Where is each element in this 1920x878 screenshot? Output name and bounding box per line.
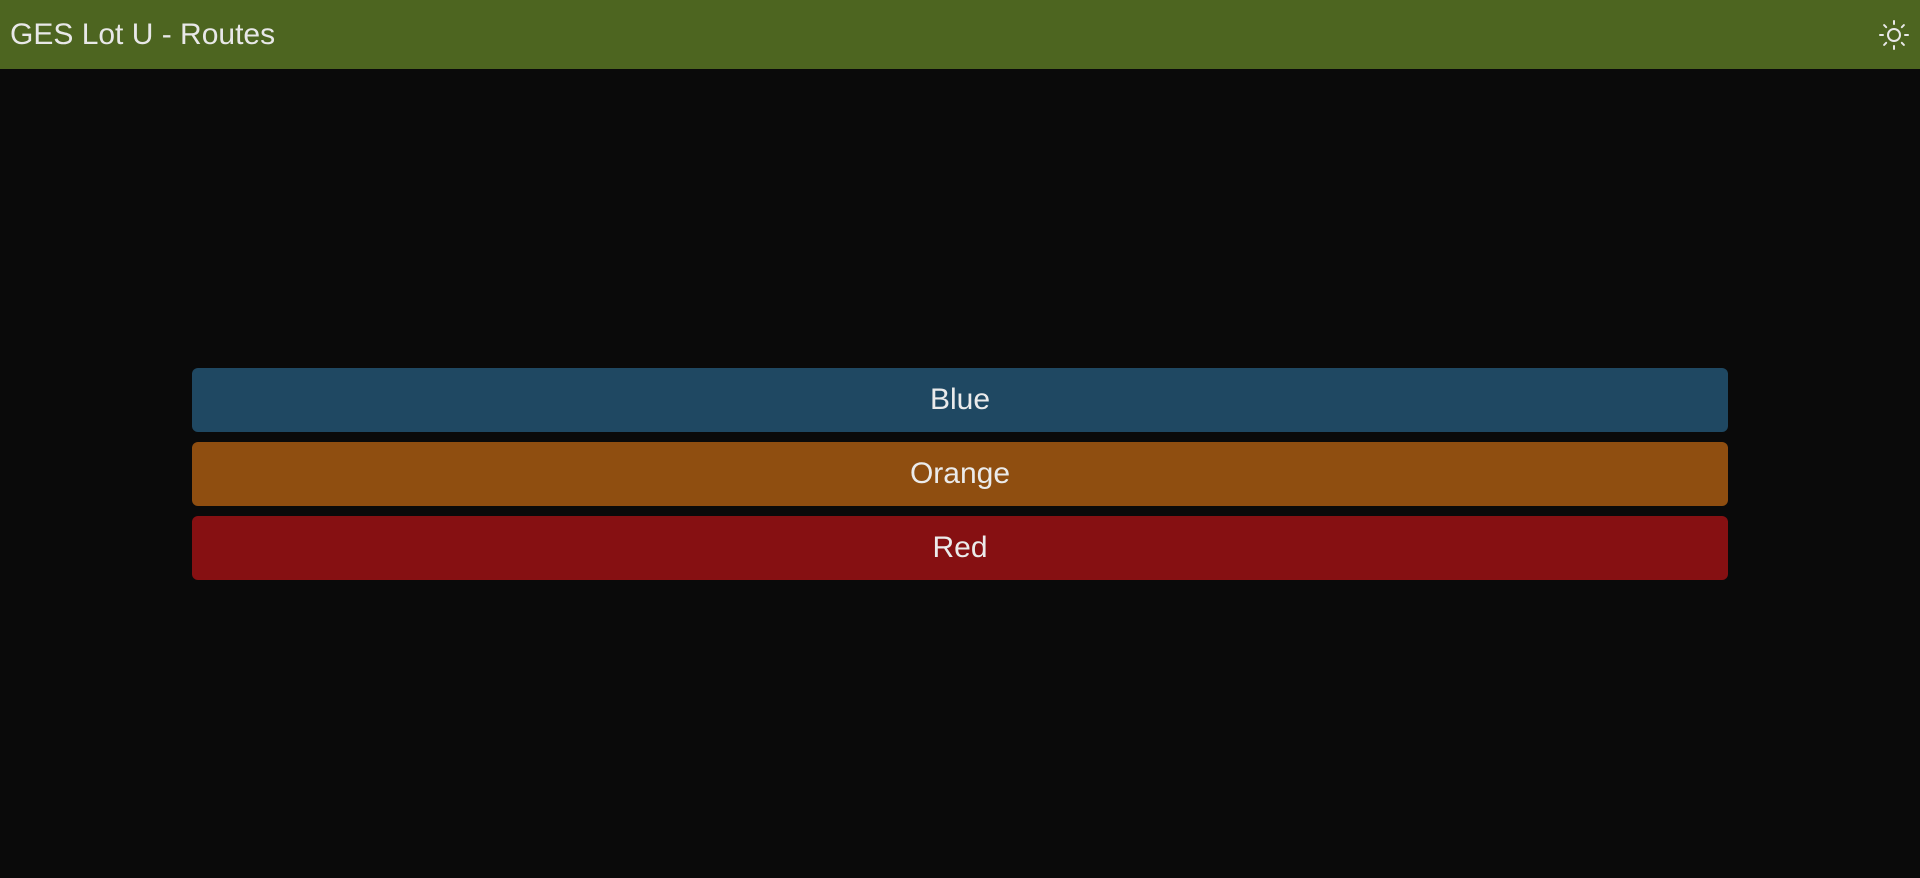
routes-list: Blue Orange Red (192, 368, 1728, 580)
theme-toggle-button[interactable] (1876, 17, 1912, 53)
app-header: GES Lot U - Routes (0, 0, 1920, 69)
page-title: GES Lot U - Routes (10, 18, 275, 52)
route-button-blue[interactable]: Blue (192, 368, 1728, 432)
route-button-orange[interactable]: Orange (192, 442, 1728, 506)
sun-icon (1878, 19, 1910, 51)
route-button-red[interactable]: Red (192, 516, 1728, 580)
